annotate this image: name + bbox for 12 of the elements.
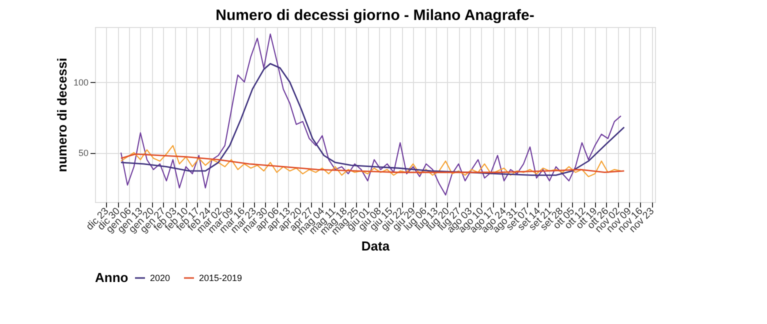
legend-label: 2020: [150, 273, 170, 283]
legend-label: 2015-2019: [199, 273, 242, 283]
y-tick-label: 50: [78, 148, 88, 158]
line-series: [120, 62, 625, 176]
y-tick-label: 100: [73, 78, 88, 88]
line-series: [120, 145, 622, 178]
y-axis-title: numero di decessi: [54, 58, 70, 172]
legend-title: Anno: [95, 270, 128, 285]
x-axis-title: Data: [361, 238, 390, 254]
chart-title: Numero di decessi giorno - Milano Anagrafe-: [216, 7, 534, 24]
line-series: [120, 34, 622, 196]
line-series: [120, 153, 625, 174]
